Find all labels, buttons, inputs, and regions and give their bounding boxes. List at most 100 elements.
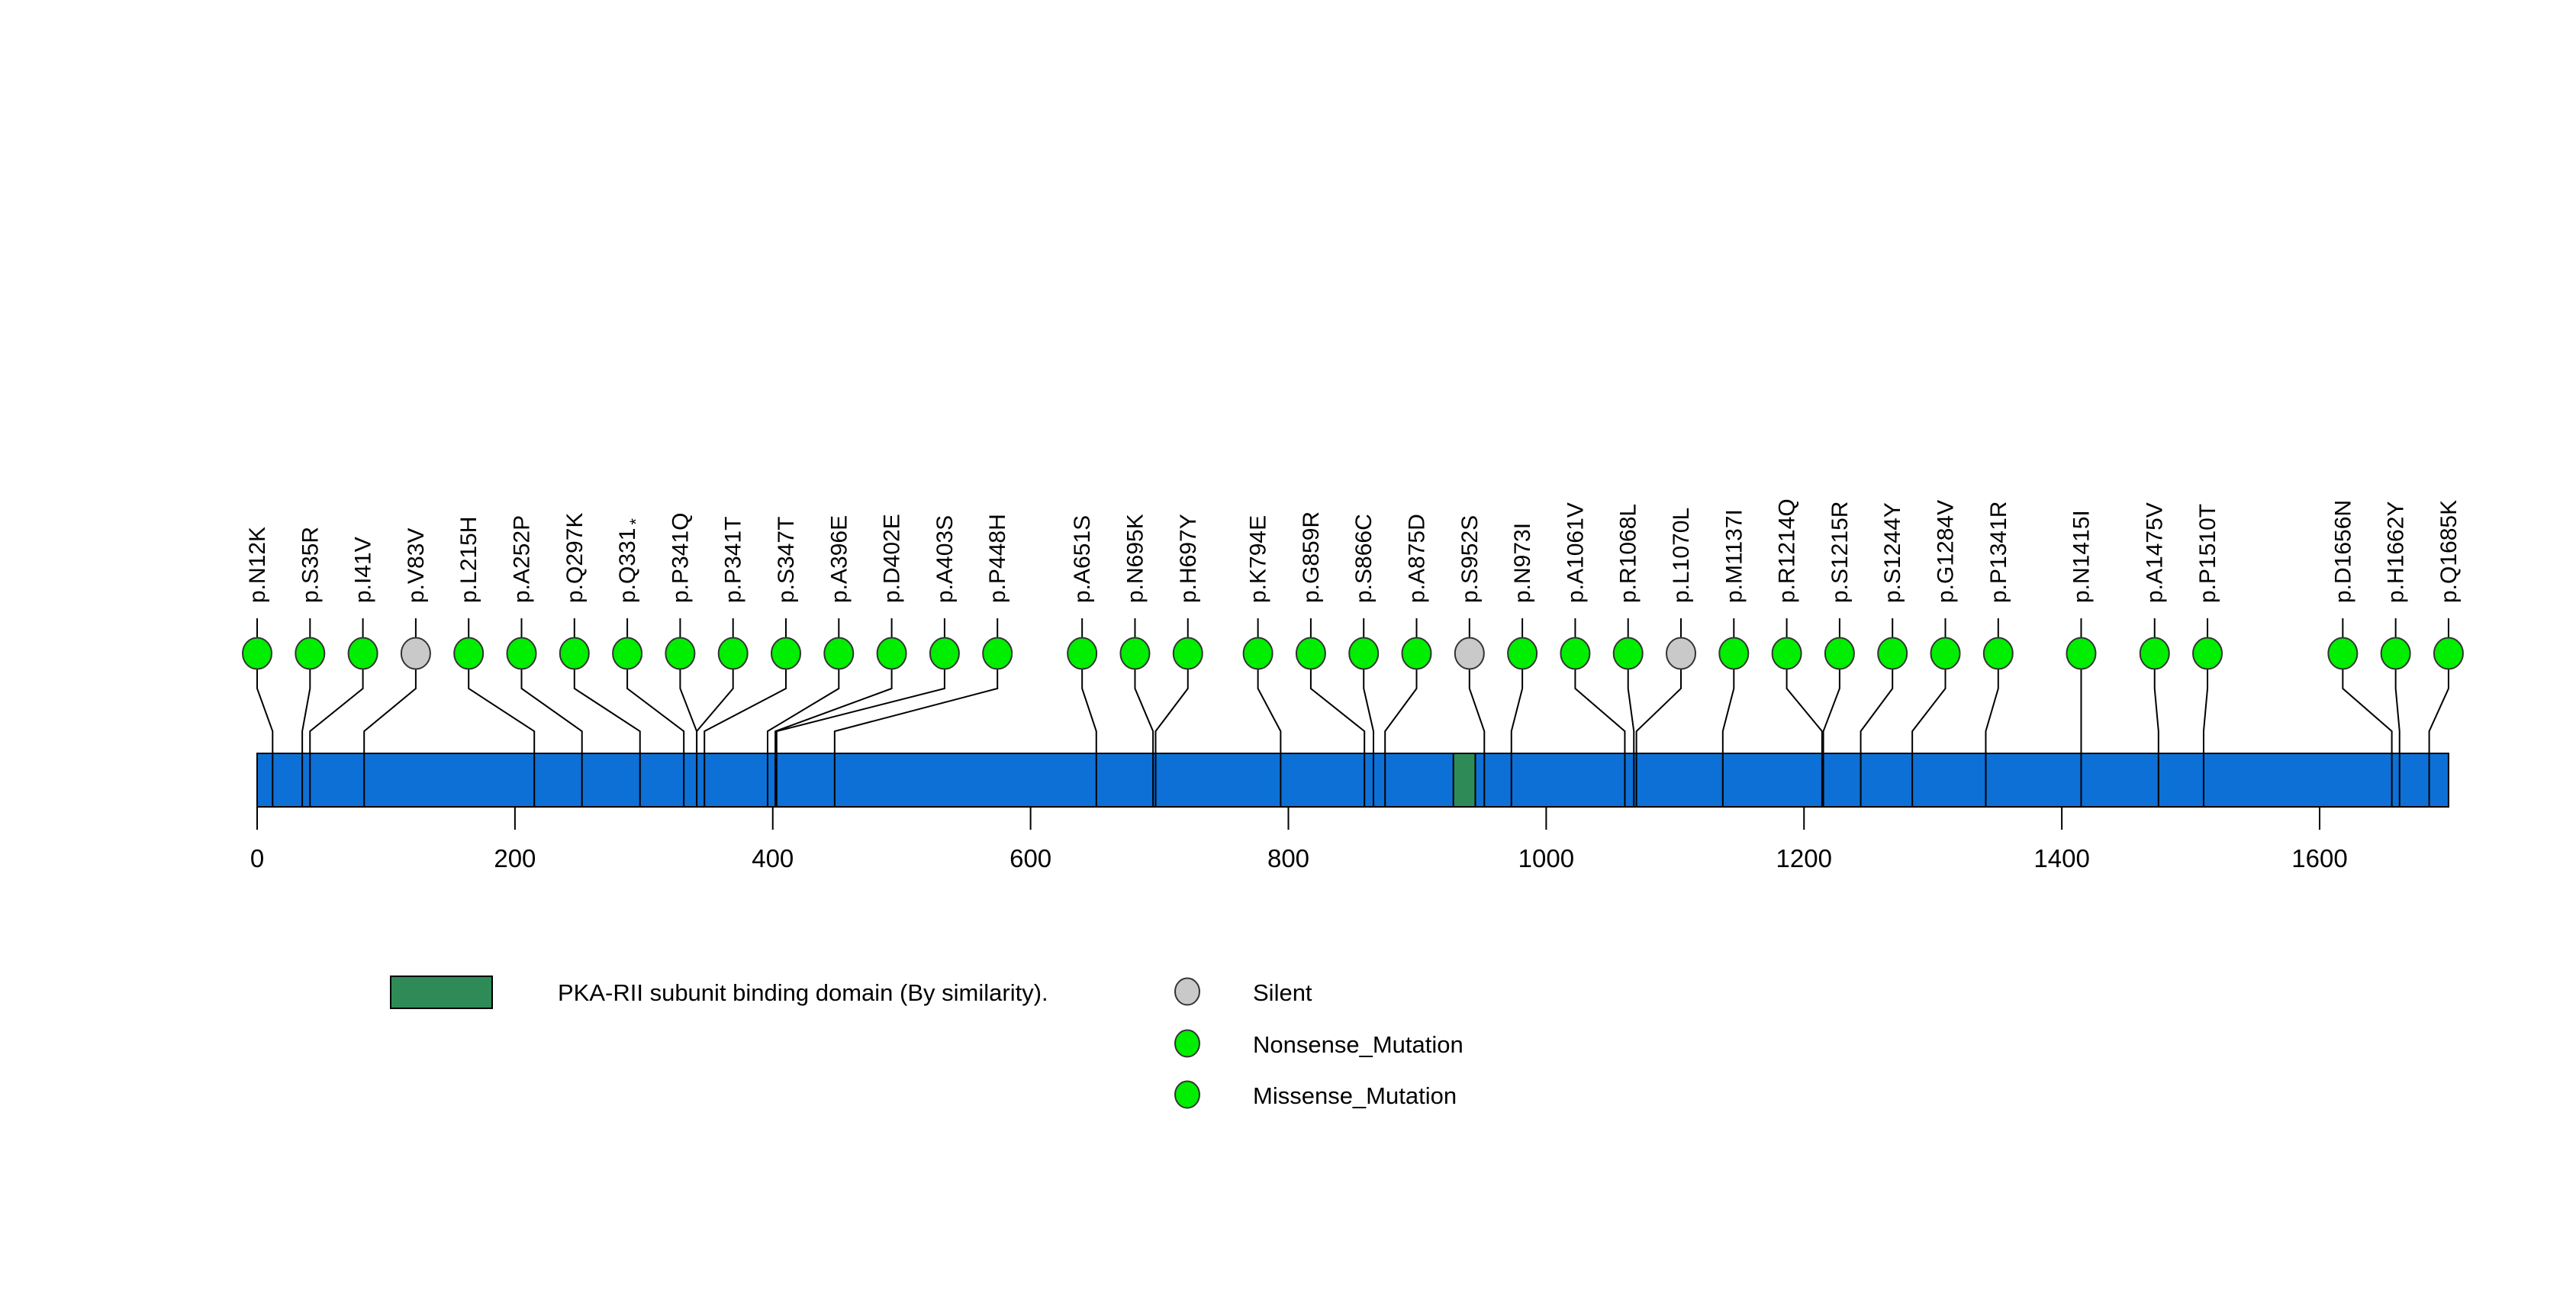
- mutation-circle: [2066, 637, 2097, 670]
- mutation-label: p.A252P: [510, 515, 535, 603]
- protein-backbone: [256, 753, 2449, 808]
- mutation-connector: [573, 669, 641, 807]
- mutation-label: p.P448H: [985, 514, 1010, 603]
- mutation-connector: [626, 669, 685, 807]
- mutation-label: p.S866C: [1351, 514, 1377, 603]
- mutation-circle: [1119, 637, 1151, 670]
- mutation-circle: [1560, 637, 1591, 670]
- mutation-label: p.S952S: [1457, 515, 1483, 603]
- mutation-circle: [1295, 637, 1326, 670]
- mutation-circle: [506, 637, 537, 670]
- mutation-connector: [1785, 669, 1823, 807]
- mutation-connector: [1860, 669, 1894, 807]
- domain-legend-label: PKA-RII subunit binding domain (By simil…: [558, 979, 1048, 1006]
- legend: PKA-RII subunit binding domain (By simil…: [390, 976, 1463, 1109]
- mutation-label: p.V83V: [404, 528, 429, 603]
- mutation-connector: [766, 669, 840, 807]
- mutation-label: p.N1415I: [2069, 510, 2094, 603]
- mutation-circle: [559, 637, 590, 670]
- silent-legend-circle: [1174, 977, 1200, 1006]
- mutation-circle: [2380, 637, 2411, 670]
- mutation-label: p.M1137I: [1721, 509, 1747, 603]
- mutation-circle: [242, 637, 272, 670]
- mutation-circle: [2433, 637, 2464, 670]
- mutation-connector: [1574, 669, 1626, 807]
- mutation-connector: [2153, 669, 2159, 807]
- mutation-label: p.D402E: [880, 514, 905, 603]
- missense-legend-circle: [1174, 1080, 1200, 1109]
- mutation-circle: [1348, 637, 1380, 670]
- mutation-label: p.P341Q: [668, 513, 693, 603]
- axis-tick-label: 1400: [2033, 844, 2089, 872]
- mutation-label: p.P1341R: [1986, 501, 2011, 603]
- mutation-label: p.A1061V: [1563, 502, 1588, 603]
- mutation-circle: [400, 637, 431, 670]
- mutation-circle: [1982, 637, 2014, 670]
- mutation-connector: [309, 669, 364, 807]
- mutation-circle: [1507, 637, 1538, 670]
- mutation-label: p.S1244Y: [1880, 502, 1905, 603]
- mutation-label: p.A1475V: [2143, 502, 2168, 603]
- mutation-connector: [1384, 669, 1418, 807]
- mutation-label: p.S1215R: [1827, 501, 1853, 603]
- mutation-label: p.A396E: [826, 515, 852, 603]
- axis-tick-label: 200: [494, 844, 536, 872]
- mutation-circle: [665, 637, 696, 670]
- axis-tick-label: 600: [1009, 844, 1051, 872]
- mutation-connector: [833, 669, 999, 807]
- mutation-label: p.Q1685K: [2436, 500, 2462, 603]
- mutation-connector: [1510, 669, 1524, 807]
- mutation-connector: [1134, 669, 1154, 807]
- mutation-label: p.S35R: [298, 527, 323, 603]
- mutation-connector: [256, 669, 274, 807]
- mutation-label: p.L215H: [456, 517, 481, 603]
- mutation-connector: [1985, 669, 1999, 807]
- nonsense-legend-circle: [1174, 1029, 1200, 1058]
- mutation-circle: [1930, 637, 1961, 670]
- mutation-circle: [2327, 637, 2359, 670]
- axis-tick-label: 1600: [2291, 844, 2347, 872]
- mutation-circle: [347, 637, 378, 670]
- mutation-connector: [1309, 669, 1366, 807]
- plot-area: 0 200 400 600 800 1000 1200 1400 1600 p.N12K p.S35…: [242, 498, 2464, 872]
- mutation-circle: [1242, 637, 1274, 670]
- mutation-connector: [363, 669, 417, 807]
- mutation-circle: [1771, 637, 1802, 670]
- mutation-label: p.A403S: [932, 515, 958, 603]
- mutation-connector: [1468, 669, 1486, 807]
- missense-legend-label: Missense_Mutation: [1253, 1082, 1457, 1109]
- mutation-label: p.P341T: [721, 517, 746, 603]
- mutation-connector: [468, 669, 536, 807]
- mutation-label: p.P1510T: [2195, 504, 2220, 603]
- mutation-label: p.H697Y: [1176, 514, 1201, 603]
- mutation-connector: [774, 669, 893, 807]
- mutation-circle: [929, 637, 960, 670]
- mutation-label: p.K794E: [1246, 515, 1271, 603]
- mutation-connector: [1822, 669, 1840, 807]
- mutation-label: p.L1070L: [1669, 508, 1694, 603]
- mutation-circle: [982, 637, 1013, 670]
- mutation-connector: [775, 669, 945, 807]
- mutation-label: p.Q297K: [562, 513, 588, 603]
- mutation-circle: [717, 637, 749, 670]
- mutation-circle: [612, 637, 643, 670]
- mutation-connector: [2342, 669, 2393, 807]
- mutation-label: p.N695K: [1122, 514, 1148, 603]
- mutation-connector: [696, 669, 734, 807]
- mutation-circle: [2192, 637, 2223, 670]
- mutation-circle: [1666, 637, 1697, 670]
- mutation-label: p.A651S: [1070, 515, 1095, 603]
- mutation-connector: [520, 669, 583, 807]
- mutation-connector: [1154, 669, 1189, 807]
- mutation-circle: [1824, 637, 1855, 670]
- mutation-circle: [453, 637, 485, 670]
- mutation-label: p.R1068L: [1616, 504, 1641, 603]
- mutation-circle: [1718, 637, 1750, 670]
- mutation-connector: [2202, 669, 2209, 807]
- mutation-connector: [1635, 669, 1682, 807]
- domain-region: [1452, 753, 1476, 808]
- mutation-label: p.S347T: [774, 517, 799, 603]
- mutation-label: p.N973I: [1510, 523, 1535, 603]
- mutation-connector: [301, 669, 311, 807]
